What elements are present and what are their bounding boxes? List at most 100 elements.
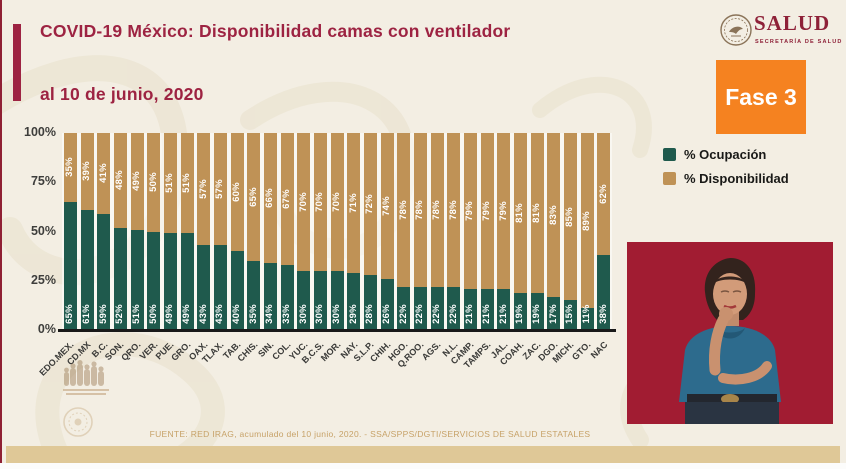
bar-occupied-value: 17% xyxy=(547,304,559,324)
bar-group xyxy=(113,133,127,330)
bar-available-value: 66% xyxy=(264,188,276,208)
salud-seal-icon xyxy=(720,14,752,46)
bar-available-value: 57% xyxy=(197,179,209,199)
bar-occupied-segment xyxy=(447,286,461,330)
bar-group xyxy=(180,133,194,330)
bar-available-value: 60% xyxy=(231,182,242,202)
bar-occupied-segment xyxy=(280,265,294,330)
bar-available-segment xyxy=(563,133,577,301)
bar-available-segment xyxy=(430,133,444,287)
bar-occupied-segment xyxy=(63,201,77,330)
bar-available-value: 71% xyxy=(347,193,359,213)
bar-occupied-segment xyxy=(80,209,94,330)
watermark-heroes-icon xyxy=(63,360,109,395)
bar-available-value: 51% xyxy=(181,173,192,194)
bar-group xyxy=(530,133,544,330)
interpreter-figure xyxy=(679,258,781,424)
bar-group xyxy=(347,133,361,330)
bar-group xyxy=(563,133,577,330)
bar-occupied-value: 43% xyxy=(214,304,226,324)
bar-occupied-segment xyxy=(380,278,394,330)
bar-available-segment xyxy=(247,133,261,262)
bar-available-segment xyxy=(463,133,477,289)
bar-occupied-value: 61% xyxy=(81,304,92,324)
bar-group xyxy=(397,133,411,330)
bar-group xyxy=(130,133,144,330)
bar-occupied-value: 28% xyxy=(364,304,376,324)
bar-available-value: 79% xyxy=(464,201,476,221)
bar-group xyxy=(297,133,311,330)
bar-group xyxy=(213,133,227,330)
bar-occupied-value: 38% xyxy=(597,304,609,324)
bar-occupied-segment xyxy=(313,270,327,330)
bar-available-value: 89% xyxy=(581,210,592,231)
bar-group xyxy=(247,133,261,330)
bar-group xyxy=(380,133,394,330)
bar-available-value: 74% xyxy=(381,196,392,216)
bar-available-value: 79% xyxy=(497,201,509,221)
phase-badge: Fase 3 xyxy=(716,60,806,134)
bar-group xyxy=(197,133,211,330)
bar-available-segment xyxy=(380,133,394,279)
bar-occupied-segment xyxy=(163,233,177,330)
bar-available-segment xyxy=(263,133,277,264)
bar-occupied-segment xyxy=(580,308,594,330)
bar-available-segment xyxy=(447,133,461,287)
salud-logo-subtitle: SECRETARÍA DE SALUD xyxy=(755,39,843,45)
bar-occupied-value: 65% xyxy=(64,304,76,324)
bar-available-value: 70% xyxy=(314,192,326,212)
bar-group xyxy=(447,133,461,330)
bar-group xyxy=(463,133,477,330)
bar-occupied-value: 49% xyxy=(181,304,192,324)
bar-occupied-value: 22% xyxy=(397,304,409,324)
bar-available-value: 65% xyxy=(247,187,259,207)
bar-available-segment xyxy=(580,133,594,309)
bar-available-segment xyxy=(113,133,127,228)
bar-group xyxy=(430,133,444,330)
bar-available-value: 78% xyxy=(414,200,426,220)
bar-occupied-value: 22% xyxy=(447,304,459,324)
bar-available-segment xyxy=(280,133,294,265)
disponibilidad-swatch-icon xyxy=(663,172,676,185)
bar-available-value: 51% xyxy=(164,173,176,194)
bar-group xyxy=(80,133,94,330)
bar-available-segment xyxy=(163,133,177,234)
bar-group xyxy=(513,133,527,330)
bar-group xyxy=(147,133,161,330)
bar-occupied-value: 22% xyxy=(431,304,442,324)
bar-available-value: 81% xyxy=(514,202,526,223)
legend-item-ocupacion: % Ocupación xyxy=(663,147,789,162)
bar-occupied-value: 52% xyxy=(114,304,126,324)
bar-occupied-value: 34% xyxy=(264,304,276,324)
bar-occupied-segment xyxy=(147,231,161,330)
bar-occupied-value: 21% xyxy=(497,304,509,324)
bar-occupied-value: 19% xyxy=(531,304,542,324)
bar-available-segment xyxy=(130,133,144,230)
interpreter-video xyxy=(627,242,833,424)
bar-occupied-value: 30% xyxy=(297,304,309,324)
bar-available-value: 49% xyxy=(131,171,142,192)
bar-group xyxy=(413,133,427,330)
bar-available-segment xyxy=(513,133,527,293)
bar-available-value: 62% xyxy=(597,184,609,204)
bar-available-value: 78% xyxy=(397,200,409,220)
bar-occupied-segment xyxy=(197,245,211,330)
legend-label: % Ocupación xyxy=(684,147,767,162)
bar-available-segment xyxy=(180,133,194,234)
bar-occupied-segment xyxy=(347,272,361,330)
bar-available-value: 39% xyxy=(81,161,92,182)
bar-group xyxy=(263,133,277,330)
bar-available-segment xyxy=(547,133,561,297)
bar-available-value: 50% xyxy=(147,172,159,193)
bar-occupied-value: 21% xyxy=(481,304,492,324)
bottom-strip xyxy=(0,463,846,469)
ocupacion-swatch-icon xyxy=(663,148,676,161)
bar-available-value: 85% xyxy=(564,206,576,227)
bar-group xyxy=(230,133,244,330)
bar-occupied-segment xyxy=(330,270,344,330)
bar-occupied-segment xyxy=(413,286,427,330)
bar-available-segment xyxy=(197,133,211,246)
bar-occupied-value: 49% xyxy=(164,304,176,324)
bar-available-value: 83% xyxy=(547,204,559,225)
